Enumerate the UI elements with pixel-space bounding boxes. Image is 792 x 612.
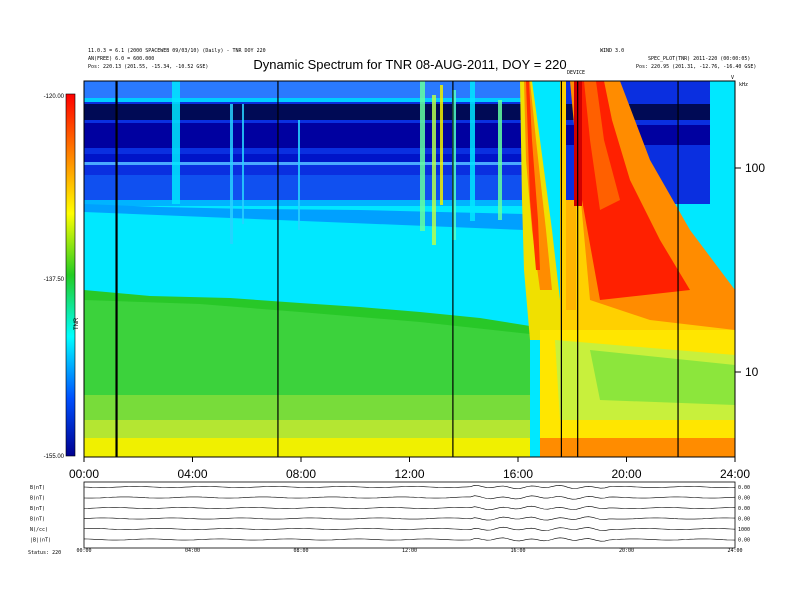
spectrogram [84, 81, 735, 457]
panel-trace [83, 537, 736, 542]
right-mark-v: V [731, 75, 734, 81]
colorbar-tick-mid: -137.50 [44, 277, 65, 283]
panel-trace [83, 505, 736, 511]
bottom-tick-label: 00:00 [76, 548, 91, 554]
panel-right-value: 0.00 [738, 506, 750, 512]
x-tick-label: 20:00 [611, 467, 641, 481]
header-left-line-1: 11.0.3 = 6.1 (2000 SPACEWEB 09/03/10) (D… [88, 48, 266, 54]
x-tick-label: 16:00 [503, 467, 533, 481]
colorbar: -120.00 -137.50 -155.00 TNR [44, 93, 80, 460]
chart-title: Dynamic Spectrum for TNR 08-AUG-2011, DO… [253, 57, 566, 72]
colorbar-label: TNR [74, 317, 80, 330]
bottom-tick-label: 20:00 [619, 548, 634, 554]
y-axis: 100 10 [735, 161, 765, 379]
header-left-line-3: Pos: 220.13 (201.55, -15.34, -10.52 GSE) [88, 64, 208, 70]
header-right-line-1: WIND 3.0 [600, 48, 624, 54]
header-left-line-2: AN(FREE) 6.0 = 600.000 [88, 56, 154, 62]
panel-label: B(nT) [30, 506, 45, 512]
colorbar-tick-top: -120.00 [44, 94, 65, 100]
y-tick-label-100: 100 [745, 161, 765, 175]
bottom-tick-label: 24:00 [727, 548, 742, 554]
header-right: WIND 3.0 SPEC_PLOT(TNR) 2011-220 (00:00:… [600, 48, 756, 70]
panel-trace [83, 516, 736, 521]
header-right-line-3: Pos: 220.95 (201.31, -12.76, -16.40 GSE) [636, 64, 756, 70]
bottom-tick-label: 12:00 [402, 548, 417, 554]
panel-trace [83, 495, 736, 500]
event-label: DEVICE [567, 70, 585, 76]
x-tick-label: 04:00 [177, 467, 207, 481]
colorbar-tick-bottom: -155.00 [44, 454, 65, 460]
panel-right-value: 0.00 [738, 538, 750, 544]
x-axis: 00:00 04:00 08:00 12:00 16:00 20:00 24:00 [69, 457, 750, 481]
noise-streaks [172, 81, 502, 245]
x-tick-label: 12:00 [394, 467, 424, 481]
bottom-panel-frame [83, 481, 736, 549]
x-tick-label: 24:00 [720, 467, 750, 481]
panel-trace [83, 526, 736, 532]
right-mark-khz: kHz [739, 82, 748, 88]
header-right-line-2: SPEC_PLOT(TNR) 2011-220 (00:00:05) [648, 56, 750, 62]
panel-label: N(/cc) [30, 527, 48, 533]
x-tick-label: 00:00 [69, 467, 99, 481]
status-text: Status: 220 [28, 550, 61, 556]
panel-right-value: 0.00 [738, 517, 750, 523]
bottom-tick-label: 16:00 [510, 548, 525, 554]
panel-label: |B|(nT) [30, 538, 51, 544]
panel-right-value: 0.00 [738, 496, 750, 502]
panel-label: B(nT) [30, 485, 45, 491]
panel-right-value: 0.00 [738, 485, 750, 491]
bottom-panels: B(nT) 0.00 B(nT) 0.00 B(nT) 0.00 B(nT) 0.00 N(/c… [28, 481, 750, 556]
header-left: 11.0.3 = 6.1 (2000 SPACEWEB 09/03/10) (D… [88, 48, 266, 70]
bottom-tick-label: 04:00 [185, 548, 200, 554]
y-tick-label-10: 10 [745, 365, 759, 379]
panel-right-value: 1000 [738, 527, 750, 533]
x-tick-label: 08:00 [286, 467, 316, 481]
panel-label: B(nT) [30, 496, 45, 502]
panel-label: B(nT) [30, 517, 45, 523]
bottom-tick-label: 08:00 [293, 548, 308, 554]
colorbar-gradient [65, 93, 76, 457]
panel-trace [83, 484, 736, 490]
data-gap-lines [115, 81, 679, 457]
